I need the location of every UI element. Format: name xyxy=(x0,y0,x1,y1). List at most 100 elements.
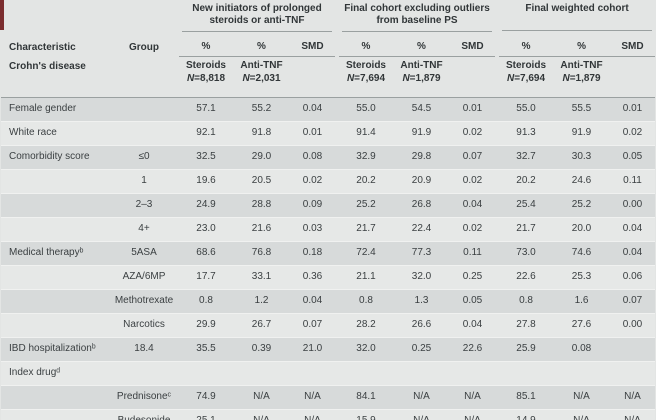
arm-size-cell: Steroids N=7,694 xyxy=(499,56,554,98)
characteristic-cell: White race xyxy=(1,121,109,146)
value-cell: 74.9 xyxy=(179,385,233,410)
value-cell: 1.6 xyxy=(553,289,611,314)
value-cell: 85.1 xyxy=(499,385,554,410)
value-cell: 91.9 xyxy=(393,121,450,146)
characteristic-cell xyxy=(1,313,109,338)
column-header-row: Characteristic Group%% SMD%% SMD%% SMD xyxy=(1,32,656,57)
value-cell: 0.04 xyxy=(450,193,496,218)
arm-size-cell: Steroids N=7,694 xyxy=(339,56,393,98)
arm-label: Steroids xyxy=(185,60,226,71)
n-symbol: N xyxy=(242,73,250,84)
value-cell xyxy=(339,361,393,386)
value-cell xyxy=(290,361,335,386)
value-cell: 32.0 xyxy=(393,265,450,290)
value-cell: 20.9 xyxy=(393,169,450,194)
arm-size-cell: Anti-TNF N=1,879 xyxy=(393,56,450,98)
column-group-title: Final cohort excluding outliers from bas… xyxy=(339,0,495,32)
arm-label: Steroids xyxy=(506,60,547,71)
value-cell: 27.8 xyxy=(499,313,554,338)
value-cell: 0.00 xyxy=(610,313,656,338)
value-cell: 55.0 xyxy=(499,97,554,122)
value-cell: 0.05 xyxy=(450,289,496,314)
group-cell: Methotrexate xyxy=(109,289,179,314)
arm-label: Steroids xyxy=(345,60,386,71)
column-spacer xyxy=(335,337,339,362)
value-cell: 35.5 xyxy=(179,337,233,362)
column-spacer xyxy=(495,313,500,338)
group-cell xyxy=(109,121,179,146)
column-spacer xyxy=(495,361,500,386)
column-spacer xyxy=(335,313,339,338)
group-cell: Budesonide xyxy=(109,409,179,420)
table-row: 4+ 23.0 21.6 0.03 21.7 22.4 0.02 21.7 20.0 0.04 xyxy=(1,217,656,242)
value-cell: 0.02 xyxy=(610,121,656,146)
column-spacer xyxy=(335,145,339,170)
value-cell: N/A xyxy=(553,409,611,420)
value-cell: 91.8 xyxy=(233,121,290,146)
value-cell: 0.08 xyxy=(290,145,335,170)
value-cell: 20.2 xyxy=(499,169,554,194)
value-cell: 29.9 xyxy=(179,313,233,338)
value-cell: 92.1 xyxy=(179,121,233,146)
value-cell: 14.9 xyxy=(499,409,554,420)
column-spacer xyxy=(495,169,500,194)
value-cell: 20.2 xyxy=(339,169,393,194)
characteristic-cell: IBD hospitalizationᵇ xyxy=(1,337,109,362)
value-cell: 1.3 xyxy=(393,289,450,314)
value-cell: 0.04 xyxy=(450,313,496,338)
column-spacer xyxy=(335,409,339,420)
column-spacer xyxy=(495,241,500,266)
value-cell: N/A xyxy=(290,385,335,410)
table-row: Prednisoneᶜ 74.9 N/A N/A 84.1 N/A N/A 85.1 N/A N/… xyxy=(1,385,656,410)
value-cell: 0.36 xyxy=(290,265,335,290)
value-cell: 26.6 xyxy=(393,313,450,338)
value-cell: 0.06 xyxy=(610,265,656,290)
column-spacer xyxy=(495,265,500,290)
value-cell: 21.1 xyxy=(339,265,393,290)
value-cell: 25.4 xyxy=(499,193,554,218)
column-spacer xyxy=(335,361,339,386)
group-cell: Prednisoneᶜ xyxy=(109,385,179,410)
cohort-label: Crohn's disease xyxy=(1,56,109,98)
group-cell: 1 xyxy=(109,169,179,194)
table-row: IBD hospitalizationᵇ 18.4 35.5 0.39 21.0 32.0… xyxy=(1,337,656,362)
group-cell: 4+ xyxy=(109,217,179,242)
value-cell: 32.0 xyxy=(339,337,393,362)
value-cell: 0.04 xyxy=(290,289,335,314)
column-spacer xyxy=(495,217,500,242)
group-title-row: New initiators of prolonged steroids or … xyxy=(1,0,655,32)
characteristic-cell: Comorbidity score xyxy=(1,145,109,170)
value-cell: N/A xyxy=(393,385,450,410)
value-cell: 0.25 xyxy=(393,337,450,362)
value-cell: 84.1 xyxy=(339,385,393,410)
value-cell: 0.07 xyxy=(290,313,335,338)
cohort-size-row: Crohn's disease Steroids N=8,818 Anti-TNF N=… xyxy=(1,56,656,98)
table-row: AZA/6MP 17.7 33.1 0.36 21.1 32.0 0.25 22.6 25.3 0… xyxy=(1,265,656,290)
value-cell: 54.5 xyxy=(393,97,450,122)
value-cell: 33.1 xyxy=(233,265,290,290)
table-row: Comorbidity score ≤0 32.5 29.0 0.08 32.9 29.8 0… xyxy=(1,145,656,170)
pct-header: % xyxy=(499,32,554,57)
value-cell: 77.3 xyxy=(393,241,450,266)
n-symbol: N xyxy=(562,73,570,84)
cohort-group-empty xyxy=(109,56,179,98)
characteristic-cell xyxy=(1,217,109,242)
value-cell: 22.4 xyxy=(393,217,450,242)
table-row: Methotrexate 0.8 1.2 0.04 0.8 1.3 0.05 0.8 1.6 0.… xyxy=(1,289,656,314)
n-symbol: N xyxy=(506,73,515,84)
value-cell: 27.6 xyxy=(553,313,611,338)
arm-label: Anti-TNF xyxy=(560,60,603,71)
arm-n: N=7,694 xyxy=(339,72,393,85)
value-cell: N/A xyxy=(610,409,656,420)
characteristic-cell xyxy=(1,169,109,194)
value-cell: 0.8 xyxy=(339,289,393,314)
value-cell: 24.6 xyxy=(553,169,611,194)
value-cell: 32.5 xyxy=(179,145,233,170)
pct-header: % xyxy=(233,32,290,57)
value-cell: 0.8 xyxy=(179,289,233,314)
value-cell: 23.0 xyxy=(179,217,233,242)
characteristic-cell: Female gender xyxy=(1,97,109,122)
value-cell: 32.9 xyxy=(339,145,393,170)
column-spacer xyxy=(335,289,339,314)
